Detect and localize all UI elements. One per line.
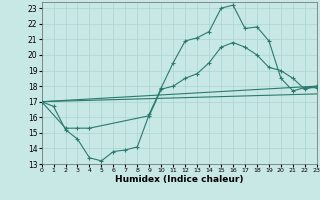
X-axis label: Humidex (Indice chaleur): Humidex (Indice chaleur) <box>115 175 244 184</box>
